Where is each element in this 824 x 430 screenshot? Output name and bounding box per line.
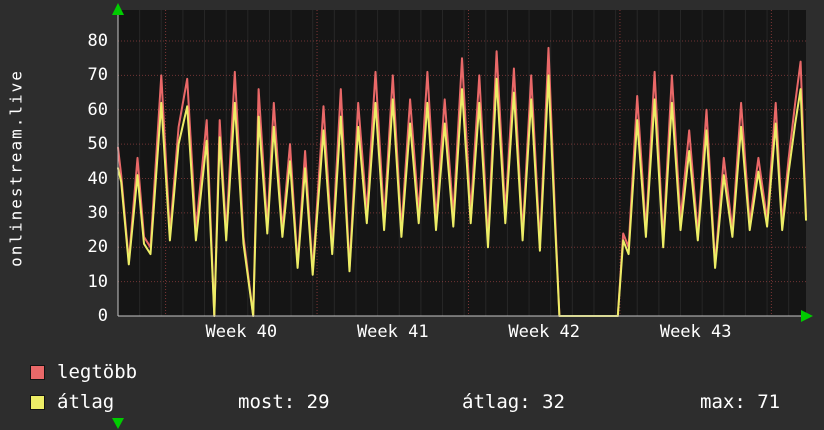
y-axis-arrow-up-icon	[112, 3, 124, 15]
y-tick-label: 30	[87, 202, 108, 223]
y-tick-label: 70	[87, 65, 108, 86]
x-axis-arrow-right-icon	[801, 310, 813, 322]
y-tick-label: 40	[87, 168, 108, 189]
legend-item-legtobb: legtöbb	[30, 362, 137, 382]
vertical-axis-title: onlinestream.live	[6, 69, 26, 267]
bottom-arrow-down-icon	[112, 418, 124, 429]
y-tick-label: 80	[87, 31, 108, 51]
x-tick-label: Week 42	[508, 322, 581, 342]
y-tick-label: 50	[87, 134, 108, 155]
x-tick-label: Week 43	[659, 322, 732, 342]
legend-swatch-atlag-icon	[30, 394, 45, 410]
y-tick-label: 10	[87, 271, 108, 292]
legend-label-legtobb: legtöbb	[57, 361, 138, 383]
legend-item-atlag: átlag	[30, 392, 114, 412]
x-tick-label: Week 40	[205, 322, 278, 342]
stat-most: most: 29	[238, 391, 330, 413]
legend-label-atlag: átlag	[57, 391, 115, 413]
y-tick-label: 0	[97, 306, 108, 326]
stat-max: max: 71	[700, 391, 781, 413]
y-tick-label: 20	[87, 237, 108, 258]
x-tick-label: Week 41	[356, 322, 429, 342]
stat-atlag: átlag: 32	[462, 391, 565, 413]
legend-swatch-legtobb-icon	[30, 364, 45, 380]
y-tick-label: 60	[87, 99, 108, 120]
